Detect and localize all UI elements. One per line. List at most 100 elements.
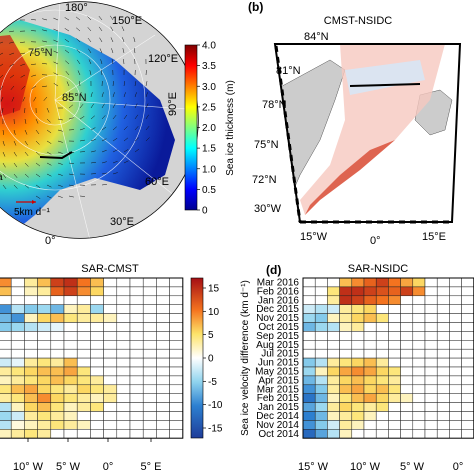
heatmap-cell	[156, 331, 170, 341]
heatmap-cell	[129, 366, 144, 377]
heatmap-cell	[76, 420, 91, 430]
drift-arrow	[42, 18, 48, 21]
heatmap-cell	[400, 348, 414, 359]
colorbar-tick-label: -15	[208, 424, 223, 435]
drift-arrow	[66, 81, 70, 87]
heatmap-cell	[142, 295, 157, 305]
panel-b-lat-78: 78°N	[262, 99, 287, 111]
drift-arrow	[46, 151, 52, 155]
heatmap-cell	[10, 295, 25, 305]
heatmap-cell	[314, 295, 328, 305]
heatmap-cell	[116, 340, 131, 350]
heatmap-cell	[24, 429, 38, 439]
heatmap-cell	[142, 366, 157, 377]
heatmap-cell	[449, 313, 462, 323]
heatmap-cell	[339, 286, 353, 297]
heatmap-cell	[363, 340, 377, 350]
heatmap-cell	[37, 384, 52, 394]
heatmap-cell	[129, 322, 144, 332]
heatmap-cell	[0, 340, 12, 350]
heatmap-cell	[424, 357, 438, 368]
heatmap-cell	[103, 411, 118, 421]
month-label: Oct 2015	[258, 322, 299, 333]
panel-b-lat-84: 84°N	[304, 31, 329, 43]
drift-arrow	[64, 38, 70, 43]
drift-arrow	[2, 173, 7, 179]
x-tick-label: 10° W	[350, 461, 381, 473]
drift-arrow	[68, 184, 74, 187]
heatmap-cell	[156, 277, 170, 288]
heatmap-cell	[400, 357, 414, 368]
drift-arrow	[2, 162, 6, 168]
drift-arrow	[134, 92, 137, 98]
drift-arrow	[13, 151, 17, 157]
heatmap-cell	[339, 402, 353, 412]
x-tick-label: 10° W	[13, 461, 44, 473]
drift-arrow	[134, 114, 139, 120]
heatmap-cell	[424, 348, 438, 359]
drift-arrow	[101, 184, 107, 186]
heatmap-cell	[142, 411, 157, 421]
heatmap-cell	[129, 304, 144, 314]
heatmap-cell	[302, 277, 316, 288]
drift-arrow	[65, 71, 70, 76]
heatmap-cell	[50, 277, 65, 288]
heatmap-cell	[116, 331, 131, 341]
drift-arrow	[79, 103, 84, 109]
heatmap-cell	[375, 348, 389, 359]
heatmap-cell	[63, 420, 78, 430]
heatmap-cell	[302, 429, 316, 439]
heatmap-cell	[461, 366, 474, 377]
drift-arrow	[101, 70, 103, 76]
heatmap-cell	[169, 277, 184, 288]
heatmap-cell	[169, 340, 184, 350]
heatmap-cell	[339, 340, 353, 350]
drift-arrow	[112, 137, 118, 142]
heatmap-cell	[169, 331, 184, 341]
heatmap-cell	[76, 411, 91, 421]
heatmap-cell	[412, 402, 426, 412]
heatmap-cell	[129, 384, 144, 394]
heatmap-cell	[50, 357, 65, 368]
drift-arrow	[31, 63, 37, 65]
drift-arrow	[112, 172, 118, 175]
heatmap-frame	[0, 277, 184, 439]
heatmap-cell	[63, 429, 78, 439]
heatmap-cell	[327, 366, 340, 377]
heatmap-cell	[461, 375, 474, 386]
heatmap-cell	[375, 295, 389, 305]
heatmap-cell	[327, 411, 340, 421]
heatmap-cell	[388, 375, 401, 386]
heatmap-cell	[50, 286, 65, 297]
heatmap-cell	[388, 366, 401, 377]
heatmap-cell	[424, 429, 438, 439]
heatmap-cell	[461, 384, 474, 394]
heatmap-cell	[103, 348, 118, 359]
drift-arrow	[101, 161, 107, 164]
drift-arrow	[42, 63, 48, 65]
month-label: Nov 2015	[256, 313, 299, 324]
heatmap-cell	[90, 420, 104, 430]
heatmap-cell	[388, 348, 401, 359]
drift-arrow	[134, 126, 139, 131]
drift-arrow	[101, 115, 106, 120]
panel-a-map: 180° 150°E 120°E 90°E 60°E 30°E 0° 75°N …	[0, 1, 199, 247]
drift-arrow	[90, 161, 96, 164]
heatmap-cell	[129, 402, 144, 412]
heatmap-cell	[400, 420, 414, 430]
heatmap-cell	[375, 366, 389, 377]
heatmap-cell	[103, 375, 118, 386]
heatmap-cell	[90, 357, 104, 368]
heatmap-cell	[412, 286, 426, 297]
month-label: May 2015	[255, 367, 299, 378]
colorbar-tick-label: 3.0	[202, 82, 216, 93]
heatmap-cell	[169, 375, 184, 386]
heatmap-cell	[327, 384, 340, 394]
heatmap-cell	[351, 429, 365, 439]
heatmap-cell	[24, 313, 38, 323]
scale-label: 5km d⁻¹	[14, 207, 51, 218]
colorbar-tick-label: 2.0	[202, 123, 216, 134]
drift-arrow	[90, 92, 93, 98]
heatmap-cell	[302, 313, 316, 323]
x-tick-label: 15° W	[298, 461, 329, 473]
